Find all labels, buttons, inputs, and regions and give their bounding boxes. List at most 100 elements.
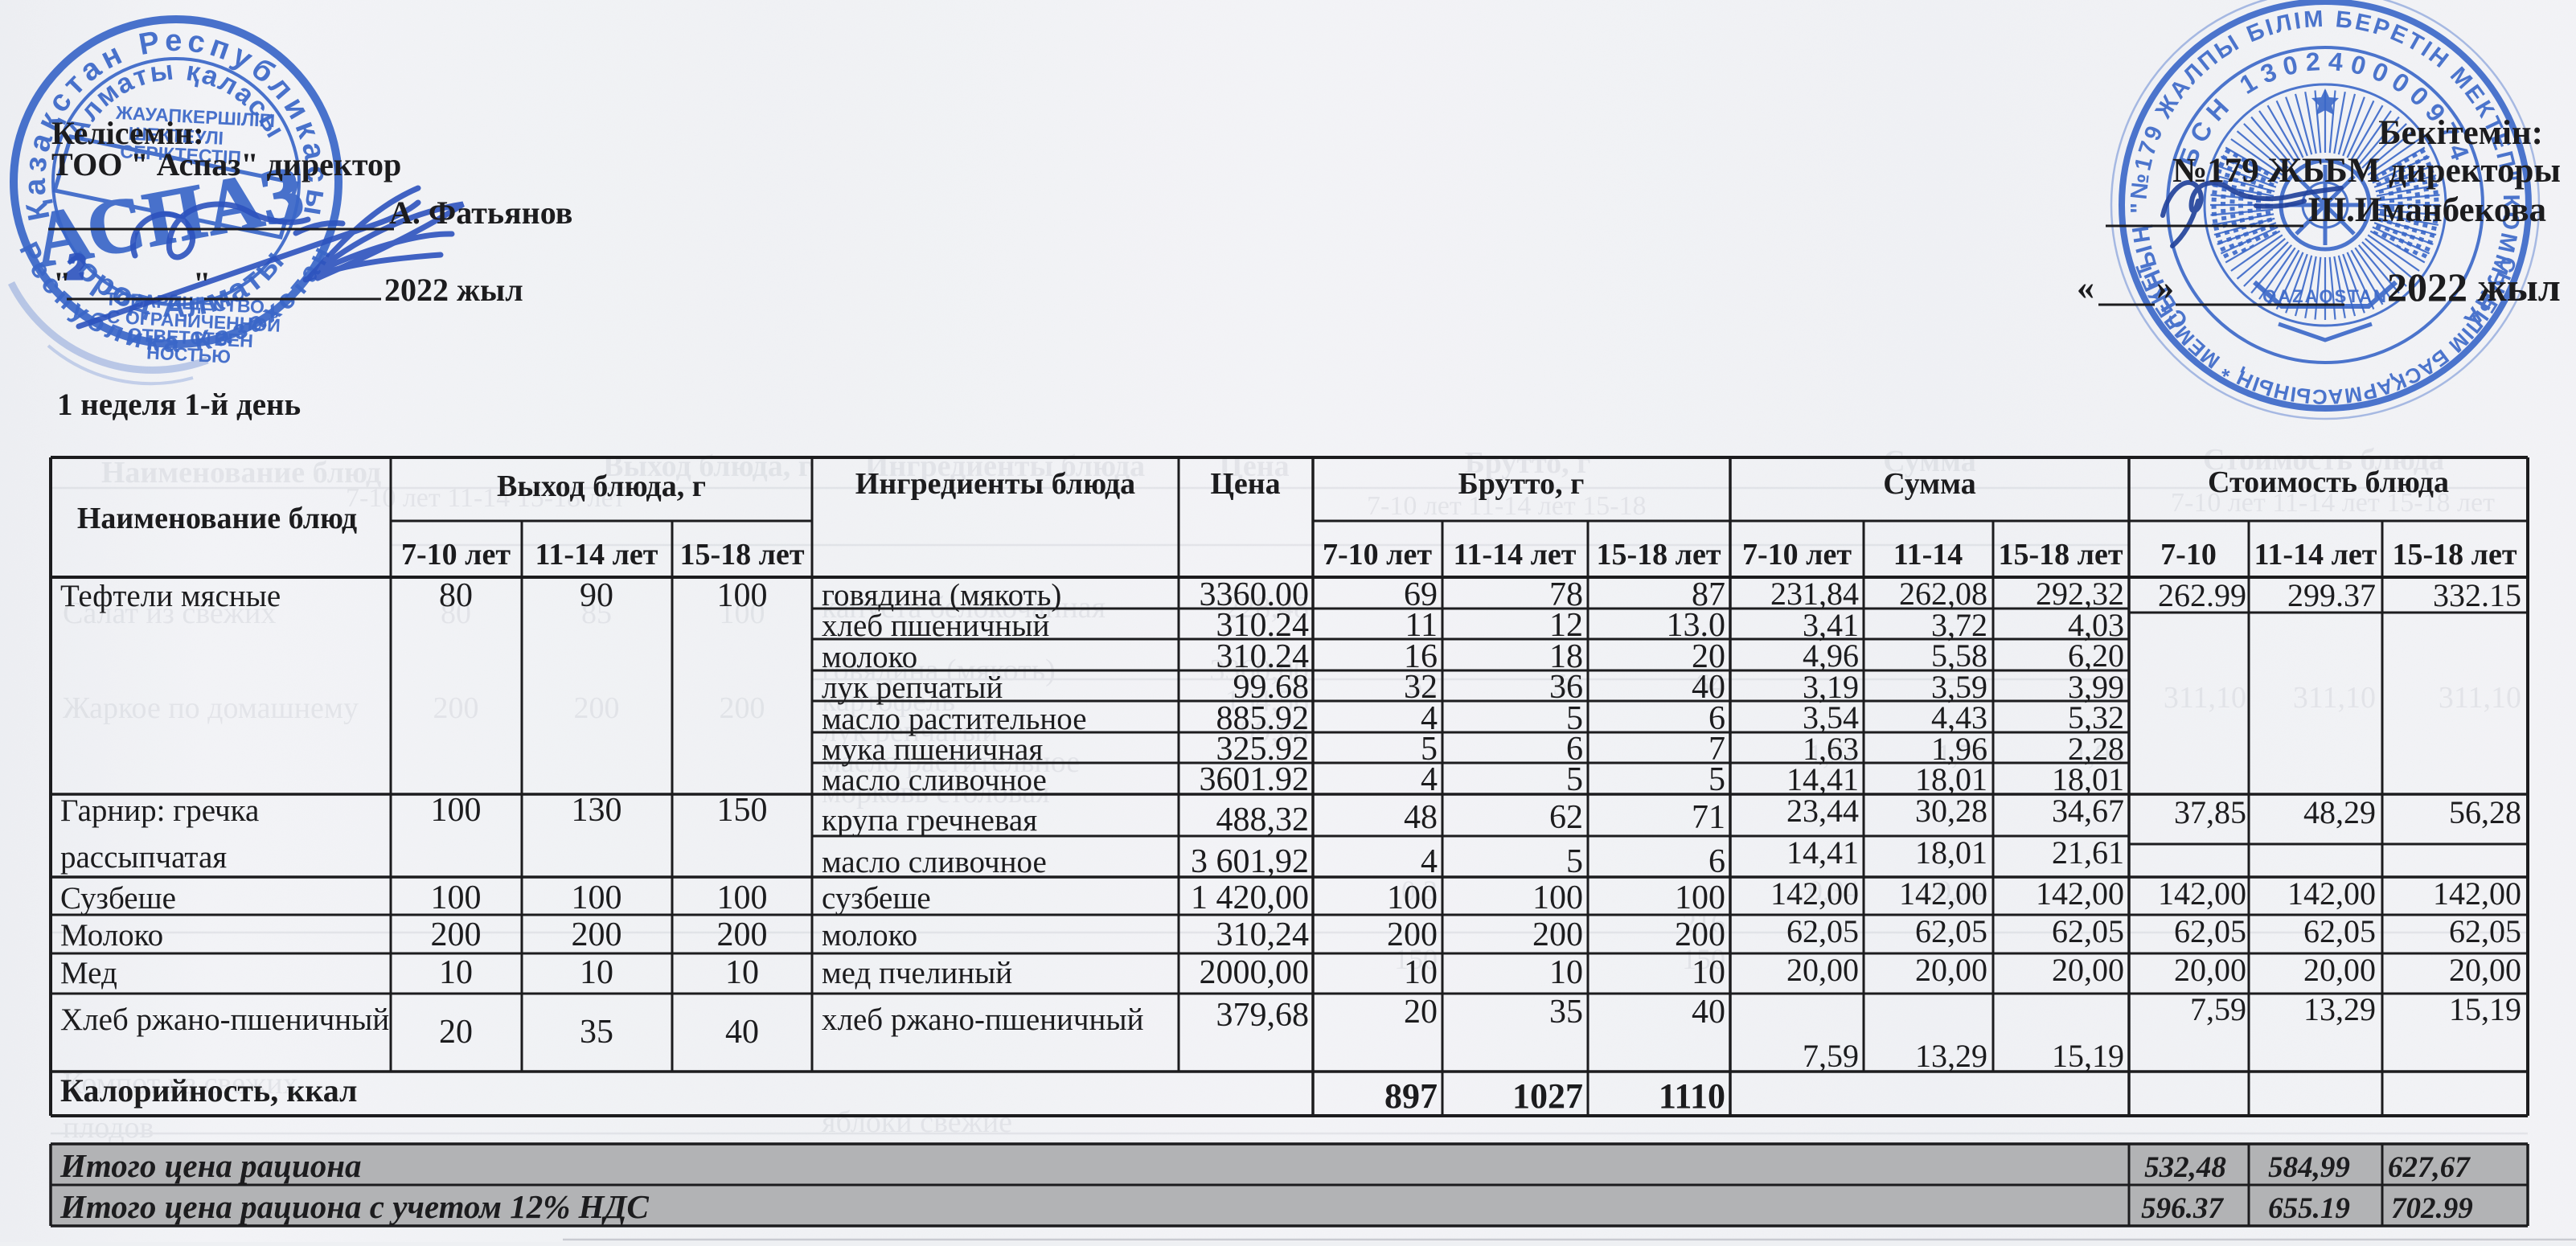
svg-text:1 неделя 1-й день: 1 неделя 1-й день [57, 387, 301, 422]
svg-text:62: 62 [1549, 799, 1583, 836]
svg-text:311,10: 311,10 [2439, 681, 2521, 715]
svg-text:": " [193, 265, 211, 301]
svg-text:Бекітемін:: Бекітемін: [2378, 114, 2543, 152]
svg-text:14,41: 14,41 [1786, 834, 1859, 871]
svg-text:11-14 лет: 11-14 лет [1454, 538, 1577, 572]
svg-text:Итого цена рациона с учетом 12: Итого цена рациона с учетом 12% НДС [59, 1188, 650, 1225]
svg-text:90: 90 [580, 577, 613, 614]
svg-text:20: 20 [1404, 994, 1438, 1031]
svg-text:«: « [2077, 268, 2094, 307]
svg-text:13.0: 13.0 [1667, 607, 1726, 644]
svg-text:3601.92: 3601.92 [1200, 761, 1310, 798]
svg-text:ТОО " Аспаз" директор: ТОО " Аспаз" директор [51, 146, 401, 182]
svg-text:40: 40 [1692, 994, 1725, 1031]
svg-text:7-10 лет: 7-10 лет [401, 538, 511, 572]
svg-text:216: 216 [1682, 907, 1725, 939]
svg-text:Брутто, г: Брутто, г [1458, 467, 1585, 501]
svg-text:яблоки свежие: яблоки свежие [822, 1105, 1012, 1139]
svg-text:584,99: 584,99 [2268, 1151, 2350, 1184]
svg-text:142,00: 142,00 [2287, 875, 2376, 912]
svg-text:62,05: 62,05 [2449, 913, 2521, 949]
svg-text:488,32: 488,32 [1216, 801, 1310, 838]
svg-text:Наименование блюд: Наименование блюд [101, 456, 381, 490]
svg-text:56,28: 56,28 [2449, 794, 2521, 830]
svg-text:10: 10 [580, 954, 613, 991]
svg-text:Стоимость блюда: Стоимость блюда [2208, 465, 2449, 499]
svg-text:332.15: 332.15 [2433, 577, 2521, 613]
svg-text:Брутто, г: Брутто, г [1465, 446, 1591, 480]
svg-text:0,34: 0,34 [1808, 875, 1859, 907]
svg-text:48,29: 48,29 [2303, 794, 2376, 830]
svg-text:0,34: 0,34 [1937, 875, 1987, 907]
svg-text:10: 10 [1549, 954, 1583, 991]
svg-text:15-18 лет: 15-18 лет [679, 538, 804, 572]
svg-text:1 420,00: 1 420,00 [1191, 879, 1309, 916]
svg-text:лук репчатый: лук репчатый [822, 670, 1003, 705]
svg-text:4: 4 [1421, 843, 1438, 880]
svg-text:11-14 лет: 11-14 лет [535, 538, 658, 572]
svg-text:299.37: 299.37 [2287, 577, 2376, 613]
svg-text:15-18 лет: 15-18 лет [1998, 538, 2123, 572]
svg-text:12: 12 [1549, 607, 1583, 644]
svg-text:Жаркое по домашнему: Жаркое по домашнему [63, 691, 359, 725]
svg-text:130: 130 [572, 792, 622, 829]
svg-text:5: 5 [1708, 761, 1725, 798]
svg-text:6: 6 [1566, 731, 1583, 768]
svg-text:Молоко: Молоко [60, 918, 163, 953]
svg-text:1,54: 1,54 [1808, 738, 1859, 770]
svg-text:20: 20 [1692, 638, 1725, 675]
svg-text:Сумма: Сумма [1883, 467, 1976, 501]
svg-text:Итого цена рациона: Итого цена рациона [59, 1147, 362, 1184]
svg-text:2000,00: 2000,00 [1200, 954, 1310, 991]
svg-text:310.24: 310.24 [1216, 638, 1310, 675]
svg-text:100: 100 [1532, 879, 1583, 916]
svg-text:крупа гречневая: крупа гречневая [822, 803, 1037, 838]
svg-text:62,05: 62,05 [1786, 913, 1859, 949]
svg-text:311,10: 311,10 [2293, 681, 2376, 715]
svg-text:3,59: 3,59 [1931, 669, 1987, 705]
svg-text:21,61: 21,61 [2052, 834, 2124, 871]
svg-text:200: 200 [574, 691, 620, 725]
svg-text:18,01: 18,01 [1915, 834, 1987, 871]
svg-text:Тефтели мясные: Тефтели мясные [60, 579, 281, 613]
svg-text:5,58: 5,58 [1931, 637, 1987, 674]
svg-text:34,67: 34,67 [2052, 793, 2124, 829]
svg-text:311,10: 311,10 [2164, 681, 2246, 715]
svg-text:142,00: 142,00 [2433, 875, 2521, 912]
svg-text:1,63: 1,63 [1803, 731, 1859, 767]
svg-text:говядина (мякоть): говядина (мякоть) [822, 578, 1061, 613]
svg-text:10: 10 [1692, 954, 1725, 991]
svg-text:5: 5 [1566, 843, 1583, 880]
svg-text:5: 5 [1566, 700, 1583, 737]
svg-text:36: 36 [1549, 669, 1583, 706]
svg-text:150: 150 [717, 792, 768, 829]
svg-text:15-18 лет: 15-18 лет [2392, 538, 2517, 572]
svg-text:6,20: 6,20 [2068, 637, 2124, 674]
svg-text:200: 200 [431, 916, 482, 953]
svg-text:379,68: 379,68 [1216, 997, 1310, 1034]
svg-text:QAZAQSTAN: QAZAQSTAN [2262, 286, 2388, 306]
svg-text:4,96: 4,96 [1803, 637, 1859, 674]
svg-text:62,05: 62,05 [2052, 913, 2124, 949]
svg-text:58: 58 [1553, 668, 1583, 702]
svg-text:16: 16 [1404, 638, 1438, 675]
svg-text:62,05: 62,05 [1915, 913, 1987, 949]
svg-text:7-10: 7-10 [2160, 538, 2217, 572]
svg-text:Сумма: Сумма [1883, 445, 1976, 478]
svg-text:2022 жыл: 2022 жыл [2387, 264, 2561, 309]
svg-text:хлеб пшеничный: хлеб пшеничный [822, 609, 1049, 643]
svg-text:11-14 лет: 11-14 лет [2254, 538, 2377, 572]
svg-text:0,3: 0,3 [1401, 875, 1438, 907]
svg-text:262,08: 262,08 [1899, 576, 1987, 612]
svg-text:Ингредиенты блюда: Ингредиенты блюда [855, 467, 1135, 501]
svg-text:52: 52 [1407, 668, 1438, 702]
svg-text:3,72: 3,72 [1931, 607, 1987, 643]
svg-text:20,00: 20,00 [2052, 952, 2124, 988]
svg-text:80: 80 [439, 577, 473, 614]
svg-text:4: 4 [1421, 761, 1438, 798]
svg-text:3,19: 3,19 [1803, 669, 1859, 705]
svg-text:142,00: 142,00 [2036, 875, 2124, 912]
svg-text:292,32: 292,32 [2036, 576, 2124, 612]
svg-text:48: 48 [1404, 799, 1438, 836]
svg-text:3,41: 3,41 [1803, 607, 1859, 643]
